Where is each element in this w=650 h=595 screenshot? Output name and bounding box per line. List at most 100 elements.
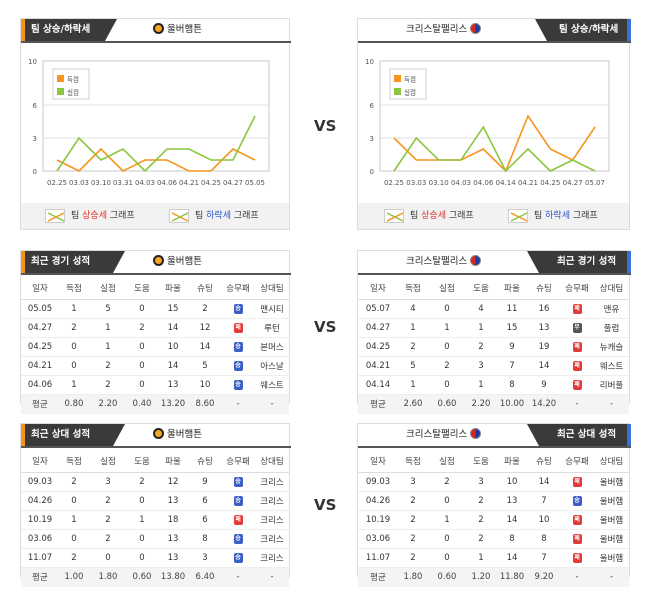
table-row: 03.06 0 2 0 13 8 승 크리스 (21, 529, 289, 549)
table-row: 04.06 1 2 0 13 10 승 웨스트 (21, 375, 289, 395)
away-trend-chart-svg: 0 3 6 10 02.25 03.03 03.10 04.03 04.06 04.14 04.21… (365, 58, 610, 187)
average-cell: 1.80 (89, 567, 127, 587)
table-cell: 1 (59, 299, 89, 319)
table-cell: 0 (127, 529, 157, 549)
y-tick-label: 0 (370, 168, 374, 176)
series-line-gain (393, 114, 596, 173)
table-cell: 0 (127, 548, 157, 568)
result-cell: 승 (221, 299, 255, 319)
x-tick-label: 03.10 (91, 179, 111, 187)
column-header: 승무패 (221, 450, 255, 473)
table-cell: 2 (89, 375, 127, 395)
table-cell: 14 (496, 548, 528, 568)
result-cell: 승 (221, 337, 255, 357)
table-cell: 04.21 (358, 356, 398, 376)
result-badge: 승 (233, 553, 243, 563)
table-cell: 0 (59, 337, 89, 357)
column-header: 슈팅 (528, 277, 560, 300)
legend-label: 실점 (404, 88, 416, 97)
x-tick-label: 04.25 (540, 179, 560, 187)
x-tick-label: 03.03 (69, 179, 89, 187)
table-cell: 04.25 (21, 337, 59, 357)
average-cell: 10.00 (496, 394, 528, 414)
table-cell: 1 (428, 318, 466, 338)
table-cell: 1 (89, 337, 127, 357)
table-cell: 14 (157, 318, 189, 338)
away-h2h-table: 일자 득점 실점 도움 파울 슈팅 승무패 상대팀 09.03 3 2 3 10 14 패 울버햄 04.26 2… (358, 450, 629, 587)
table-cell: 05.07 (358, 299, 398, 319)
average-cell: 11.80 (496, 567, 528, 587)
average-cell: 0.60 (428, 394, 466, 414)
table-row: 04.27 1 1 1 15 13 무 풀럼 (358, 318, 629, 338)
table-cell: 3 (189, 548, 221, 568)
column-header: 상대팀 (255, 277, 289, 300)
result-cell: 승 (221, 356, 255, 376)
column-header: 승무패 (560, 277, 594, 300)
table-cell: 1 (428, 510, 466, 530)
legend-swatch (394, 88, 401, 95)
away-trend-header: 크리스탈팰리스 팀 상승/하락세 (358, 19, 631, 43)
y-tick-label: 3 (370, 135, 374, 143)
table-cell: 11.07 (358, 548, 398, 568)
down-graph-icon (169, 208, 189, 223)
table-cell: 04.06 (21, 375, 59, 395)
table-row: 04.25 0 1 0 10 14 승 본머스 (21, 337, 289, 357)
column-header: 파울 (157, 277, 189, 300)
x-tick-label: 02.25 (384, 179, 404, 187)
table-cell: 2 (127, 318, 157, 338)
header-divider (358, 41, 631, 43)
x-tick-label: 04.14 (496, 179, 517, 187)
table-cell: 울버햄 (594, 548, 629, 568)
table-cell: 7 (528, 491, 560, 511)
away-trend-chart: 0 3 6 10 02.25 03.03 03.10 04.03 04.06 04.14 04.21… (358, 45, 629, 203)
table-cell: 2 (398, 510, 428, 530)
table-cell: 울버햄 (594, 472, 629, 492)
wolves-crest-icon (153, 428, 164, 439)
table-cell: 웨스트 (594, 356, 629, 376)
table-cell: 1 (59, 510, 89, 530)
average-cell: 평균 (21, 567, 59, 587)
result-cell: 패 (560, 356, 594, 376)
column-header: 상대팀 (594, 277, 629, 300)
table-cell: 2 (428, 472, 466, 492)
up-graph-icon (45, 208, 65, 223)
home-trend-legend: 팀 상승세 그래프 팀 하락세 그래프 (21, 203, 289, 229)
table-cell: 8 (496, 529, 528, 549)
table-cell: 아스날 (255, 356, 289, 376)
average-cell: 2.20 (466, 394, 496, 414)
home-trend-chart: 0 3 6 10 02.25 03.03 03.10 03.31 04.03 04.06 04.21… (21, 45, 289, 203)
table-row: 04.21 0 2 0 14 5 승 아스날 (21, 356, 289, 376)
y-tick-label: 10 (28, 58, 37, 66)
result-badge: 패 (572, 534, 582, 544)
table-cell: 3 (466, 356, 496, 376)
home-team-name: 울버햄튼 (167, 24, 202, 35)
table-cell: 6 (189, 491, 221, 511)
table-cell: 09.03 (358, 472, 398, 492)
x-tick-label: 03.31 (113, 179, 133, 187)
table-cell: 05.05 (21, 299, 59, 319)
table-cell: 13 (157, 375, 189, 395)
average-cell: 13.80 (157, 567, 189, 587)
table-cell: 울버햄 (594, 491, 629, 511)
legend-swatch (57, 75, 64, 82)
away-h2h-panel: 크리스탈팰리스 최근 상대 성적 일자 득점 실점 도움 파울 슈팅 승무패 상대팀 09.03… (357, 423, 631, 587)
table-cell: 울버햄 (594, 510, 629, 530)
table-cell: 크리스 (255, 472, 289, 492)
result-cell: 패 (221, 318, 255, 338)
table-cell: 04.27 (21, 318, 59, 338)
column-header: 실점 (89, 450, 127, 473)
home-trend-team: 울버햄튼 (153, 19, 202, 41)
home-trend-header: 팀 상승/하락세 울버햄튼 (21, 19, 291, 43)
header-divider (358, 273, 631, 275)
table-cell: 14 (528, 356, 560, 376)
home-trend-tab: 팀 상승/하락세 (21, 19, 117, 41)
result-cell: 승 (560, 491, 594, 511)
average-cell: 평균 (358, 394, 398, 414)
average-cell: - (560, 394, 594, 414)
table-cell: 웨스트 (255, 375, 289, 395)
y-tick-label: 6 (370, 102, 375, 110)
table-cell: 9 (528, 375, 560, 395)
table-cell: 11 (496, 299, 528, 319)
x-tick-label: 03.10 (429, 179, 449, 187)
vs-label-recent: VS (314, 318, 337, 336)
